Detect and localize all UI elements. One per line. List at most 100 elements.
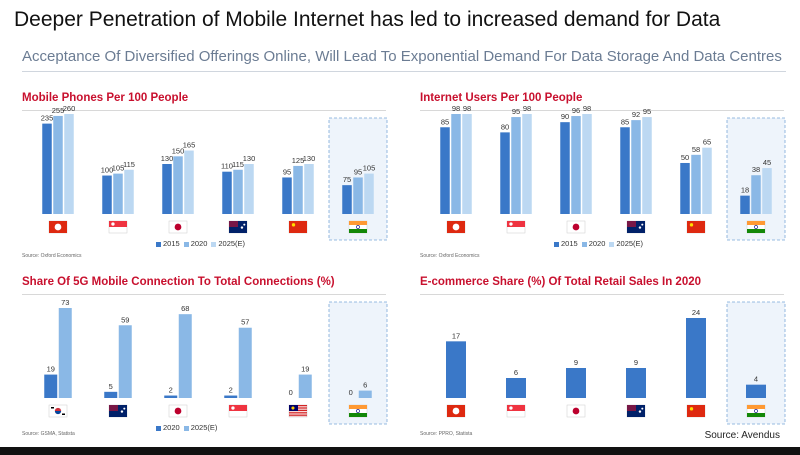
bar [746,384,766,398]
data-label: 98 [523,104,531,113]
internet-users-panel: Internet Users Per 100 People 85 98 98 80 95… [420,92,790,259]
data-label: 98 [452,104,460,113]
chart-source: Source: GSMA, Statista [22,431,75,437]
bar [238,327,252,398]
chart-legend: 2020 2025(E) [152,423,217,432]
page-subtitle: Acceptance Of Diversified Offerings Onli… [22,48,782,65]
data-label: 38 [752,165,760,174]
chart-legend: 2015 2020 2025(E) [152,239,245,248]
bar [582,114,592,214]
bar [620,127,630,214]
bar [184,150,194,214]
australia-flag [626,220,646,234]
5g-share-panel: Share Of 5G Mobile Connection To Total C… [22,276,392,437]
japan-flag [168,404,188,418]
singapore-flag [506,404,526,418]
bar [691,154,701,214]
legend-label: 2025(E) [218,239,246,248]
data-label: 85 [621,117,629,126]
data-label: 90 [561,112,569,121]
panel-divider [22,110,386,111]
data-label: 58 [692,145,700,154]
china-flag [686,404,706,418]
data-label: 68 [181,304,189,313]
bar [113,173,123,214]
bar [560,122,570,214]
data-label: 5 [109,382,113,391]
japan-flag [168,220,188,234]
bar [566,368,586,398]
legend-swatch [554,241,559,247]
data-label: 100 [101,166,114,175]
bar [173,156,183,214]
bar [342,185,352,214]
legend-label: 2020 [588,239,606,248]
bar [680,162,690,214]
bar [740,195,750,214]
australia-flag [108,404,128,418]
data-label: 0 [349,388,353,397]
mobile-phones-panel: Mobile Phones Per 100 People 235 255 260 10… [22,92,392,259]
bar [642,117,652,214]
legend-swatch [211,241,217,247]
bottom-bar [0,447,800,455]
hong-kong-flag [446,404,466,418]
india-flag [348,220,368,234]
data-label: 92 [632,110,640,119]
bar [222,171,232,214]
highlight-box [726,301,786,425]
subtitle-divider [22,71,786,72]
bar [164,395,178,398]
highlight-box [328,301,388,425]
bar [631,120,641,214]
legend-swatch [156,241,161,247]
data-label: 115 [232,160,244,169]
data-label: 9 [574,358,578,367]
data-label: 80 [501,122,509,131]
legend-label: 2015 [561,239,578,248]
bar [44,374,58,398]
bar [358,390,372,398]
panel-title: Share Of 5G Mobile Connection To Total C… [22,276,335,288]
bar [42,123,52,214]
bar [53,115,63,214]
data-label: 50 [681,153,689,162]
bar [178,314,192,398]
data-label: 130 [243,154,256,163]
bar [702,147,712,214]
data-label: 24 [692,308,700,317]
legend-swatch [581,241,587,247]
bar [364,173,374,214]
bar [298,374,312,398]
bar [162,164,172,214]
data-label: 65 [703,138,711,147]
bar [522,114,532,214]
japan-flag [566,220,586,234]
data-label: 260 [63,104,76,113]
footer-source: Source: Avendus [704,430,780,441]
data-label: 105 [112,164,125,173]
data-label: 45 [763,158,771,167]
panel-title: Mobile Phones Per 100 People [22,92,189,104]
australia-flag [626,404,646,418]
data-label: 59 [121,315,129,324]
data-label: 110 [221,162,233,171]
page-title: Deeper Penetration of Mobile Internet ha… [14,8,721,31]
bar [626,368,646,398]
data-label: 96 [572,106,580,115]
bar [118,325,132,398]
hong-kong-flag [446,220,466,234]
bar [293,165,303,214]
singapore-flag [108,220,128,234]
ecommerce-share-panel: E-commerce Share (%) Of Total Retail Sal… [420,276,790,437]
malaysia-flag [288,404,308,418]
bar [244,164,254,214]
data-label: 9 [634,358,638,367]
legend-swatch [156,425,161,431]
singapore-flag [228,404,248,418]
panel-title: Internet Users Per 100 People [420,92,583,104]
data-label: 98 [463,104,471,113]
bar [224,395,238,398]
hong-kong-flag [48,220,68,234]
